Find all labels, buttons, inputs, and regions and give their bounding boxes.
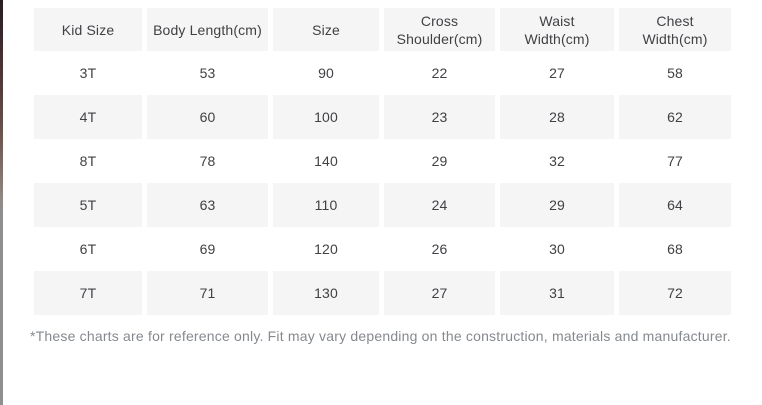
table-cell: 100 — [273, 95, 379, 139]
table-cell: 29 — [500, 183, 614, 227]
left-edge-image-sliver — [0, 0, 3, 405]
table-row: 3T 53 90 22 27 58 — [34, 51, 731, 95]
table-cell: 5T — [34, 183, 142, 227]
column-header: Waist Width(cm) — [500, 8, 614, 51]
header-row: Kid Size Body Length(cm) Size Cross Shoulde… — [34, 8, 731, 51]
table-cell: 8T — [34, 139, 142, 183]
table-cell: 4T — [34, 95, 142, 139]
column-header: Cross Shoulder(cm) — [384, 8, 495, 51]
table-cell: 22 — [384, 51, 495, 95]
table-cell: 58 — [619, 51, 731, 95]
table-cell: 130 — [273, 271, 379, 315]
table-cell: 26 — [384, 227, 495, 271]
size-chart-table: Kid Size Body Length(cm) Size Cross Shoulde… — [29, 8, 736, 315]
table-cell: 69 — [147, 227, 268, 271]
column-header: Kid Size — [34, 8, 142, 51]
table-cell: 77 — [619, 139, 731, 183]
table-cell: 32 — [500, 139, 614, 183]
table-cell: 120 — [273, 227, 379, 271]
table-cell: 110 — [273, 183, 379, 227]
table-cell: 23 — [384, 95, 495, 139]
table-cell: 64 — [619, 183, 731, 227]
table-row: 6T 69 120 26 30 68 — [34, 227, 731, 271]
table-row: 7T 71 130 27 31 72 — [34, 271, 731, 315]
table-cell: 60 — [147, 95, 268, 139]
column-header: Body Length(cm) — [147, 8, 268, 51]
table-cell: 7T — [34, 271, 142, 315]
table-cell: 140 — [273, 139, 379, 183]
table-cell: 71 — [147, 271, 268, 315]
table-cell: 27 — [500, 51, 614, 95]
table-cell: 24 — [384, 183, 495, 227]
column-header: Chest Width(cm) — [619, 8, 731, 51]
table-cell: 6T — [34, 227, 142, 271]
table-cell: 53 — [147, 51, 268, 95]
table-row: 8T 78 140 29 32 77 — [34, 139, 731, 183]
table-cell: 27 — [384, 271, 495, 315]
table-cell: 29 — [384, 139, 495, 183]
table-cell: 72 — [619, 271, 731, 315]
table-row: 5T 63 110 24 29 64 — [34, 183, 731, 227]
table-cell: 68 — [619, 227, 731, 271]
table-cell: 62 — [619, 95, 731, 139]
table-cell: 90 — [273, 51, 379, 95]
column-header: Size — [273, 8, 379, 51]
table-body: 3T 53 90 22 27 58 4T 60 100 23 28 62 8T 78 140 29 32 77 5T… — [34, 51, 731, 315]
size-chart-section: Kid Size Body Length(cm) Size Cross Shoulde… — [29, 8, 736, 315]
table-cell: 78 — [147, 139, 268, 183]
table-cell: 30 — [500, 227, 614, 271]
table-row: 4T 60 100 23 28 62 — [34, 95, 731, 139]
table-cell: 28 — [500, 95, 614, 139]
table-cell: 63 — [147, 183, 268, 227]
disclaimer-footnote: *These charts are for reference only. Fi… — [30, 328, 731, 344]
table-cell: 3T — [34, 51, 142, 95]
table-cell: 31 — [500, 271, 614, 315]
